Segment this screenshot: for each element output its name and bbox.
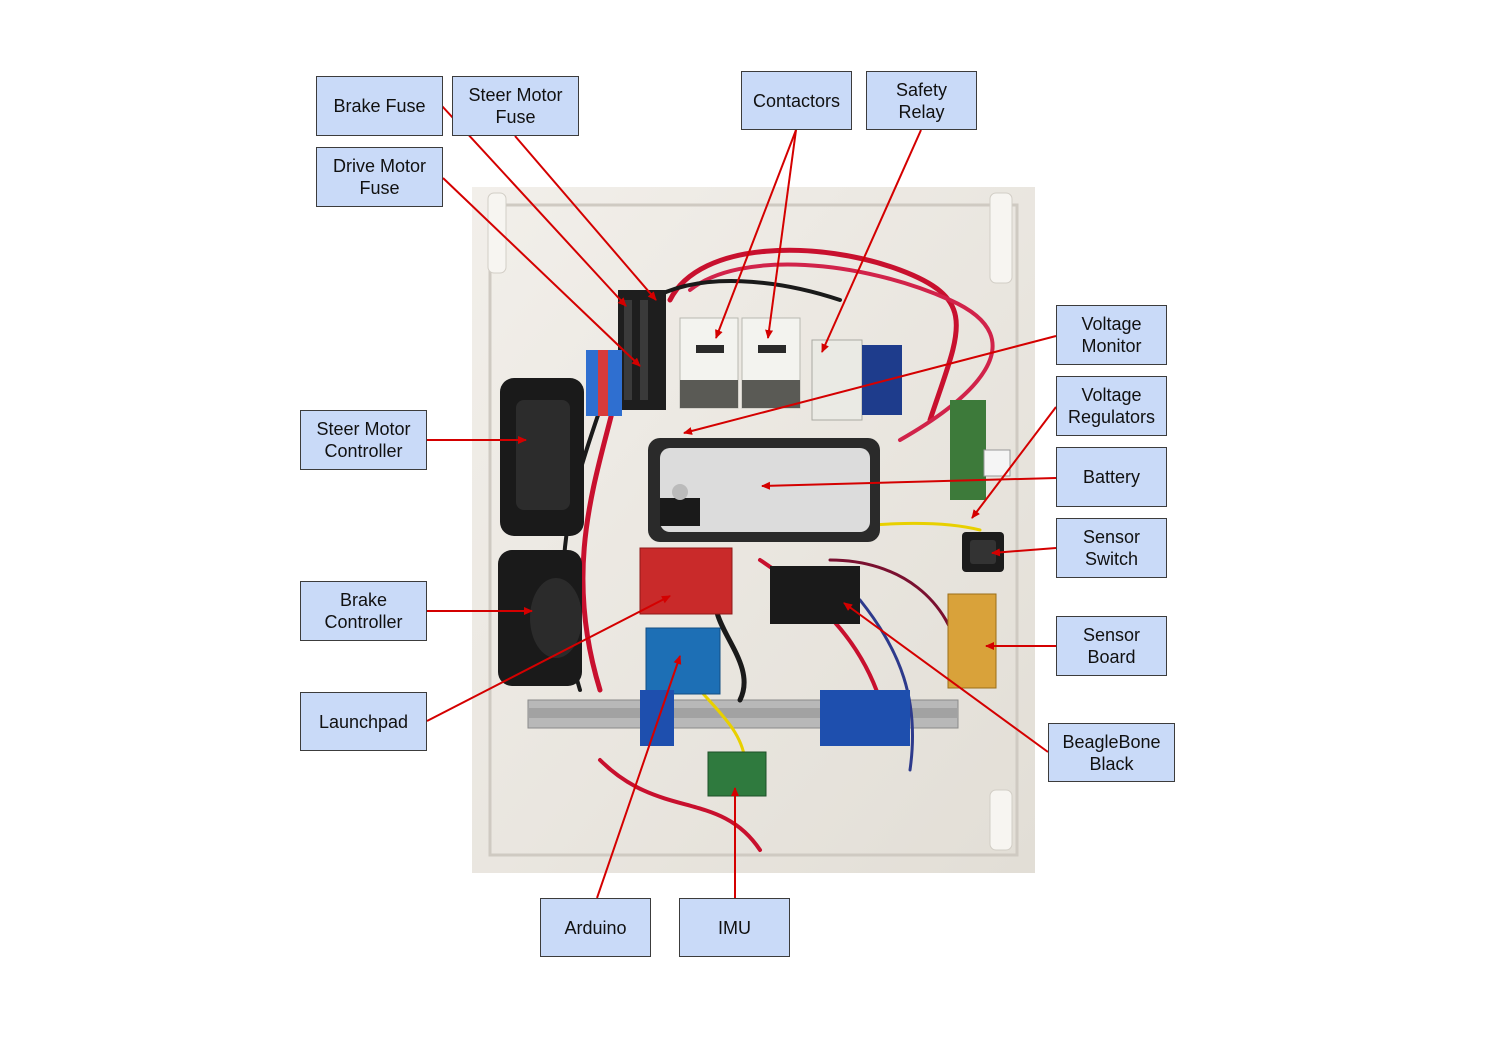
terminal-blocks [586,350,622,416]
relay-module [811,339,902,421]
leader-brake-fuse [441,105,627,307]
leader-beaglebone-black [843,602,1049,753]
label-brake-fuse: Brake Fuse [316,76,443,136]
leader-contactors-a [715,129,797,339]
leader-drive-motor-fuse [442,177,641,367]
label-steer-motor-controller: Steer Motor Controller [300,410,427,470]
leader-battery [761,477,1057,490]
sensor-board-body [947,593,997,689]
label-voltage-monitor: Voltage Monitor [1056,305,1167,365]
leader-safety-relay [821,129,922,353]
rail-terminals [640,690,910,746]
label-imu: IMU [679,898,790,957]
label-beaglebone-black: BeagleBone Black [1048,723,1175,782]
label-contactors: Contactors [741,71,852,130]
label-arduino: Arduino [540,898,651,957]
regulator-boards [950,400,1011,500]
leader-lines [426,105,1057,899]
label-drive-motor-fuse: Drive Motor Fuse [316,147,443,207]
battery-pack [648,438,880,542]
label-launchpad: Launchpad [300,692,427,751]
leader-sensor-switch [991,547,1057,557]
imu-board [707,751,767,797]
leader-steer-motor-fuse [514,135,657,301]
label-voltage-regulators: Voltage Regulators [1056,376,1167,436]
leader-arduino [596,655,682,899]
beaglebone-board [770,566,860,624]
label-safety-relay: Safety Relay [866,71,977,130]
sensor-switch-body [962,532,1004,572]
leader-voltage-monitor [683,335,1057,435]
arduino-board [645,627,721,695]
contactor-units [679,317,801,409]
label-sensor-switch: Sensor Switch [1056,518,1167,578]
leader-launchpad [426,595,671,722]
steer-controller-body [500,378,584,536]
label-steer-motor-fuse: Steer Motor Fuse [452,76,579,136]
brake-controller-body [498,550,582,686]
leader-voltage-regulators [971,406,1057,519]
label-sensor-board: Sensor Board [1056,616,1167,676]
label-brake-controller: Brake Controller [300,581,427,641]
fuse-holders [618,290,666,410]
label-battery: Battery [1056,447,1167,507]
leader-contactors-b [765,129,797,339]
